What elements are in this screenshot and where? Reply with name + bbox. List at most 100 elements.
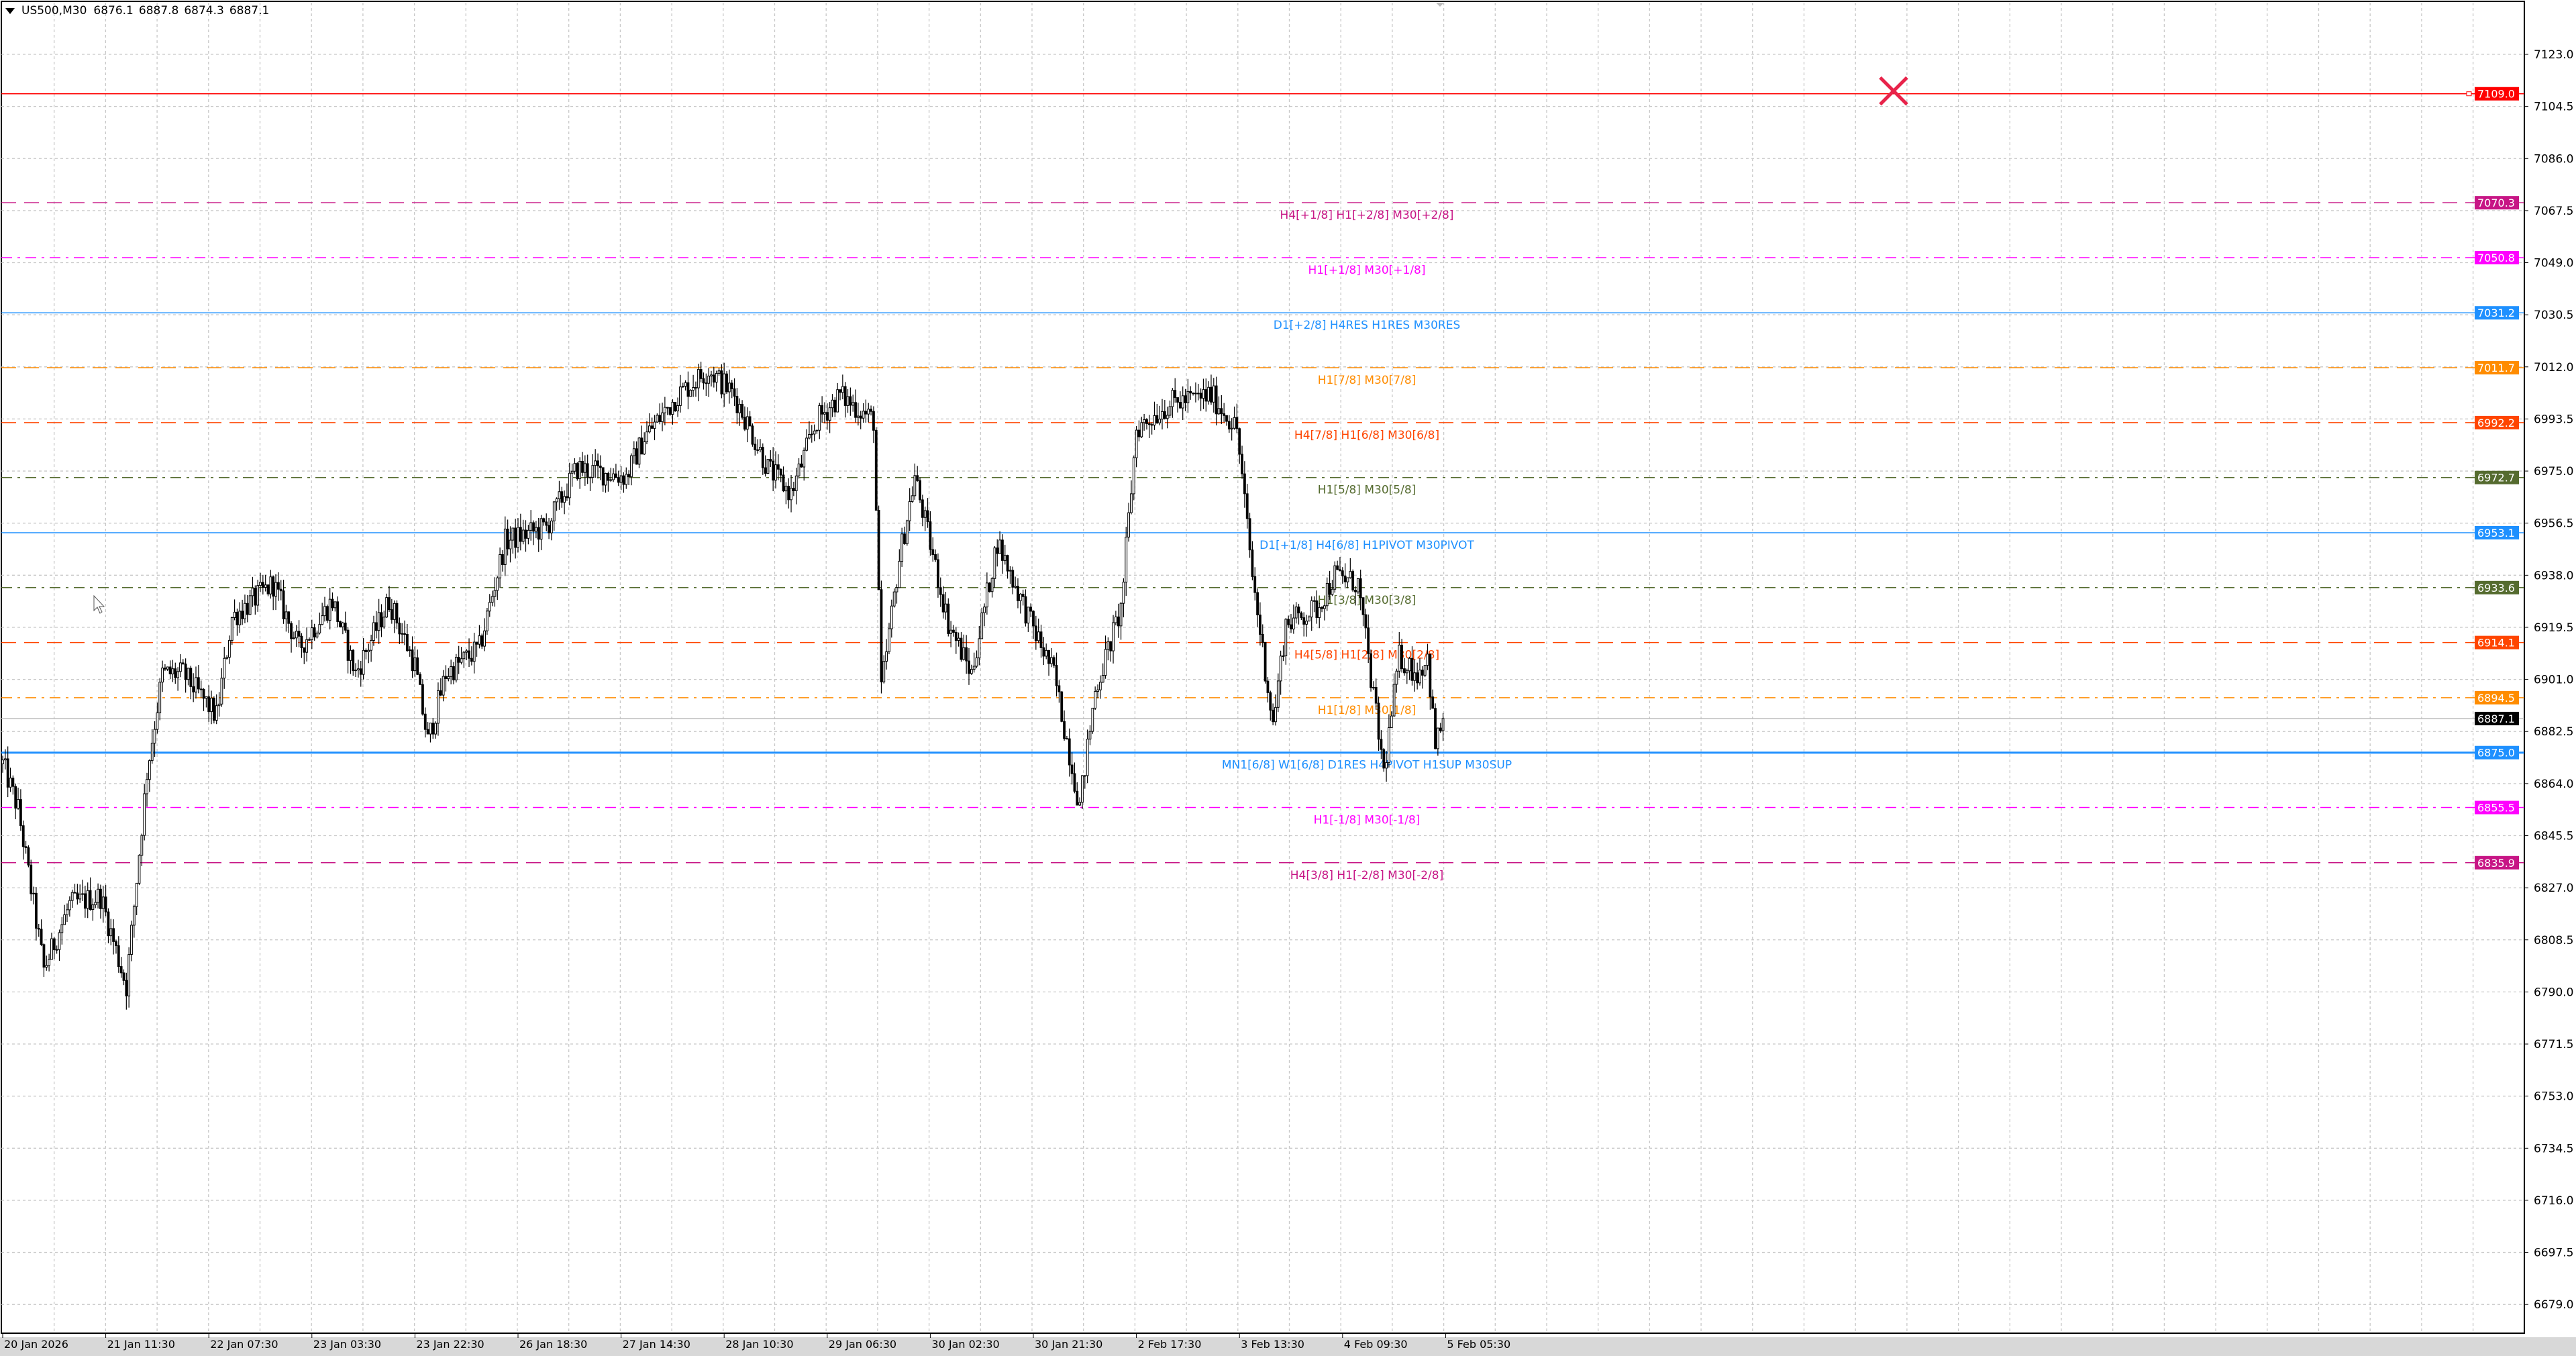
candle-bear xyxy=(1410,658,1414,681)
candle-bear xyxy=(779,468,782,476)
candle-bull xyxy=(341,622,344,627)
close-x-icon[interactable] xyxy=(1879,76,1908,106)
candle-bear xyxy=(112,928,115,942)
candle-bear xyxy=(1400,644,1404,670)
candle-bull xyxy=(166,666,169,670)
candle-bull xyxy=(539,518,543,540)
candle-bull xyxy=(3,758,7,761)
candle-bear xyxy=(431,723,435,735)
candle-bull xyxy=(318,624,321,633)
candle-bull xyxy=(710,374,713,376)
candle-bull xyxy=(689,390,692,397)
candle-bear xyxy=(1272,709,1275,723)
candle-bull xyxy=(738,404,741,413)
candle-bear xyxy=(266,584,270,594)
candle-bear xyxy=(313,627,316,637)
candle-bull xyxy=(454,657,458,680)
candle-bull xyxy=(465,650,468,653)
candle-bear xyxy=(821,405,824,415)
candle-bear xyxy=(290,623,293,639)
candle-bull xyxy=(259,582,262,586)
level-price-tag-value: 6953.1 xyxy=(2477,527,2515,539)
candle-bear xyxy=(1370,653,1372,688)
candle-bear xyxy=(615,473,617,478)
candle-bear xyxy=(37,927,40,930)
candle-bull xyxy=(905,520,909,544)
candle-bull xyxy=(892,591,896,607)
level-anchor-handle[interactable] xyxy=(2466,91,2472,97)
level-label: H1[+1/8] M30[+1/8] xyxy=(1308,264,1425,277)
current-price-tag xyxy=(2475,711,2519,725)
candle-bull xyxy=(171,668,174,674)
candle-bull xyxy=(1276,680,1280,708)
time-tick-label: 20 Jan 2026 xyxy=(4,1338,68,1351)
candle-bull xyxy=(362,649,365,675)
candle-bear xyxy=(1302,617,1306,625)
candle-bear xyxy=(919,480,921,501)
candle-bull xyxy=(215,705,218,721)
candle-bear xyxy=(207,696,211,713)
ohlc-open: 6876.1 xyxy=(93,4,134,17)
level-price-tag xyxy=(2475,361,2519,375)
candle-bear xyxy=(741,404,743,418)
candle-bear xyxy=(1055,665,1058,686)
candle-bull xyxy=(558,491,561,499)
level-price-tag-value: 6894.5 xyxy=(2477,692,2515,705)
candle-bull xyxy=(637,437,641,465)
candle-bull xyxy=(9,778,12,788)
candle-bear xyxy=(1192,393,1194,395)
candle-bear xyxy=(1184,395,1187,403)
candle-bull xyxy=(146,779,148,794)
candle-bear xyxy=(1178,402,1182,409)
candle-bull xyxy=(1158,419,1162,423)
candle-bear xyxy=(119,966,123,974)
chart-shift-marker-icon[interactable] xyxy=(1436,3,1444,7)
candle-bear xyxy=(588,476,592,478)
candle-bull xyxy=(1385,762,1388,769)
candle-bull xyxy=(256,585,260,606)
level-price-tag xyxy=(2475,306,2519,320)
candle-bear xyxy=(35,892,38,929)
candle-bull xyxy=(135,882,138,907)
candle-bear xyxy=(1269,692,1272,711)
candle-bull xyxy=(882,661,886,682)
time-tick-label: 22 Jan 07:30 xyxy=(210,1338,278,1351)
candle-bear xyxy=(1351,571,1355,590)
candle-bull xyxy=(205,696,208,699)
candle-bull xyxy=(1135,429,1138,458)
candle-bull xyxy=(1140,422,1143,437)
level-price-tag-value: 6914.1 xyxy=(2477,637,2515,649)
candle-bull xyxy=(217,703,221,707)
candle-bear xyxy=(743,417,746,430)
candle-bull xyxy=(900,533,904,562)
candle-bull xyxy=(251,588,254,596)
candle-bear xyxy=(426,729,429,735)
candle-bull xyxy=(1356,578,1359,592)
candle-bull xyxy=(486,611,488,631)
candle-bear xyxy=(1011,570,1015,588)
candle-bear xyxy=(11,778,15,787)
candle-bull xyxy=(1037,631,1040,641)
candle-bull xyxy=(630,455,633,478)
price-tick-label: 6808.5 xyxy=(2534,934,2573,947)
candle-bull xyxy=(321,615,324,625)
candle-bear xyxy=(560,491,564,503)
price-tick-label: 7012.0 xyxy=(2534,361,2573,374)
collapse-triangle-icon[interactable] xyxy=(5,7,15,14)
candle-bull xyxy=(109,928,113,937)
candle-bull xyxy=(1119,603,1123,627)
candle-bear xyxy=(514,527,517,548)
candle-bear xyxy=(331,598,334,609)
candle-bear xyxy=(954,631,958,641)
candle-bull xyxy=(1305,621,1308,625)
candle-bull xyxy=(94,902,97,906)
candle-bull xyxy=(1091,707,1094,732)
candle-bull xyxy=(828,407,831,421)
candle-bull xyxy=(393,603,396,620)
candle-bear xyxy=(929,521,932,550)
candle-bear xyxy=(419,674,421,685)
candle-bull xyxy=(957,637,960,641)
candle-bull xyxy=(808,434,811,439)
candle-bull xyxy=(143,793,146,836)
